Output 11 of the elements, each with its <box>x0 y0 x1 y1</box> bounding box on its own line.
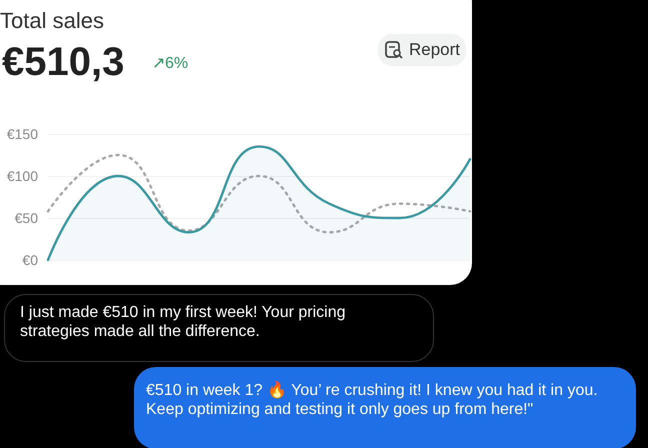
y-tick-label: €100 <box>6 168 38 184</box>
text: I just made €510 in my first week! Your pricing strategies made all the difference. <box>4 294 434 362</box>
text: Report <box>409 40 460 60</box>
chart-title: Total sales <box>0 8 104 34</box>
chart-subtitle: €510,3 <box>2 40 124 85</box>
text: ↗6% <box>152 54 188 73</box>
y-tick-label: €50 <box>14 210 38 226</box>
text: €510 in week 1? 🔥 You’ re crushing it! I knew you had it in you. Keep optimizing and testing it only goes up from here!" <box>134 367 636 448</box>
y-tick-label: €150 <box>6 126 38 142</box>
y-tick-label: €0 <box>22 252 38 268</box>
line-series <box>46 154 472 234</box>
